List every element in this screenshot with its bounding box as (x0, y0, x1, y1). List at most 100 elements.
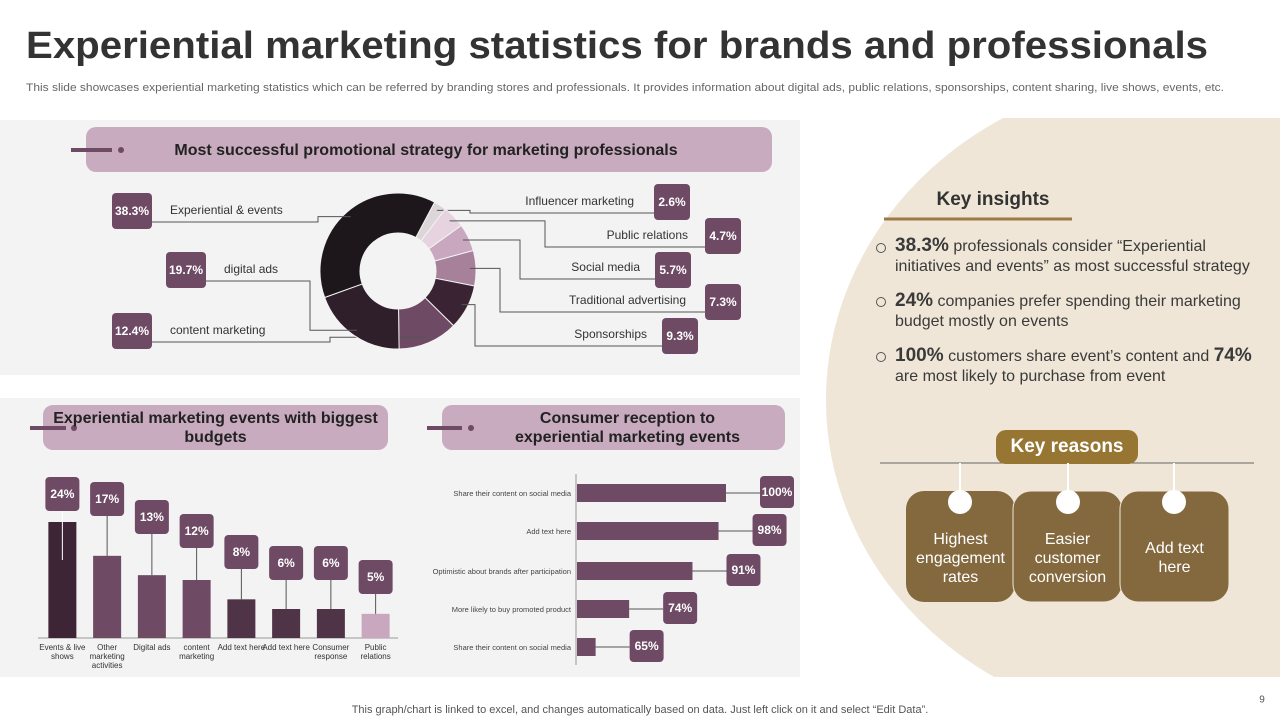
leader-line (436, 209, 654, 214)
node (1162, 490, 1186, 514)
value-box (134, 500, 169, 534)
data-label: 9.3% (666, 329, 694, 343)
value-box (166, 252, 206, 288)
footer-note: This graph/chart is linked to excel, and… (352, 704, 929, 716)
data-label: 6% (277, 556, 295, 570)
decor (118, 147, 124, 153)
data-label: 6% (322, 556, 340, 570)
leader-line (461, 304, 662, 347)
data-label: 24% (50, 487, 74, 501)
title: Experiential marketing statistics for br… (26, 25, 1208, 67)
bar (137, 575, 166, 638)
value-box (654, 184, 690, 220)
data-label: 19.7% (169, 263, 203, 277)
bar (227, 599, 256, 638)
insight-value: 74% (1213, 345, 1252, 366)
insight: 38.3% professionals consider “Experienti… (895, 236, 1260, 277)
insight-text: customers share event’s content and (948, 348, 1210, 365)
value-box (112, 313, 152, 349)
value-box (705, 218, 741, 254)
insight-value: 38.3% (895, 235, 949, 256)
bullet (876, 243, 886, 253)
bar (577, 638, 596, 656)
value-box (760, 476, 794, 508)
data-label: 2.6% (658, 195, 686, 209)
x-tick-label: content marketing (179, 643, 215, 661)
insights-title: Key insights (937, 189, 1050, 210)
x-tick-label: Digital ads (133, 643, 171, 652)
value-box (655, 252, 691, 288)
data-label: 7.3% (709, 295, 737, 309)
bar (577, 600, 630, 618)
x-tick-label: Public relations (360, 643, 391, 661)
leader-line (152, 216, 351, 223)
leader-line (206, 280, 358, 331)
category-label: Experiential & events (170, 203, 283, 217)
insight-text: are most likely to purchase from event (895, 368, 1166, 385)
insight-text: companies prefer spending their marketin… (895, 293, 1241, 330)
value-box (269, 546, 304, 580)
insight-value: 24% (895, 290, 934, 311)
bar (93, 555, 122, 638)
data-label: 17% (95, 492, 119, 506)
value-box (629, 630, 664, 662)
reason-text: Add text here (1145, 540, 1204, 576)
node (1056, 490, 1080, 514)
data-label: 91% (731, 563, 755, 577)
data-label: 4.7% (709, 229, 737, 243)
bar (182, 580, 211, 638)
value-box (313, 546, 348, 580)
x-tick-label: Other marketing activities (89, 643, 125, 670)
y-tick-label: Share their content on social media (453, 488, 571, 498)
page-number: 9 (1259, 695, 1265, 706)
decor (468, 425, 474, 431)
data-label: 13% (140, 510, 164, 524)
x-tick-label: Add text here (217, 643, 266, 652)
leader-line (463, 239, 655, 280)
value-box (726, 554, 761, 586)
bar (316, 609, 345, 638)
category-label: Social media (571, 260, 640, 274)
x-tick-label: Add text here (262, 643, 310, 652)
bar (577, 562, 693, 580)
category-label: Sponsorships (574, 327, 647, 341)
data-label: 5.7% (659, 263, 687, 277)
value-box (90, 482, 125, 516)
reason-cards (906, 463, 1230, 603)
reason-text: Highest engagement rates (916, 530, 1005, 586)
reason-text: Easier customer conversion (1028, 530, 1107, 586)
value-box (662, 318, 698, 354)
insight-backdrop (818, 118, 1280, 677)
value-box (752, 514, 787, 546)
bullet (876, 352, 886, 362)
x-tick-label: Events & live shows (39, 643, 86, 661)
data-label: 12% (185, 524, 209, 538)
insight-value: 100% (895, 345, 944, 366)
y-tick-label: Share their content on social media (453, 642, 571, 652)
bullet (876, 297, 886, 307)
category-label: Traditional advertising (569, 293, 686, 307)
value-box (45, 477, 80, 511)
insight-text: professionals consider “Experiential ini… (895, 238, 1250, 275)
value-box (179, 514, 214, 548)
leader-line (469, 267, 705, 313)
section-header (442, 405, 785, 450)
subtitle: This slide showcases experiential market… (26, 82, 1224, 94)
value-box (224, 535, 259, 569)
donut-segment (319, 192, 436, 299)
data-label: 8% (233, 545, 251, 559)
value-box (663, 592, 698, 624)
section-title: Experiential marketing events with bigge… (53, 409, 378, 446)
insight: 24% companies prefer spending their mark… (895, 291, 1260, 332)
section-title: Consumer reception to experiential marke… (515, 409, 740, 446)
reasons-title: Key reasons (1010, 436, 1123, 457)
y-tick-label: Add text here (526, 526, 571, 536)
data-label: 5% (367, 570, 385, 584)
value-box (705, 284, 741, 320)
data-label: 98% (758, 523, 782, 537)
y-tick-label: Optimistic about brands after participat… (432, 566, 571, 576)
section-title: Most successful promotional strategy for… (174, 142, 677, 159)
section-header (86, 127, 772, 172)
category-label: Public relations (607, 228, 688, 242)
